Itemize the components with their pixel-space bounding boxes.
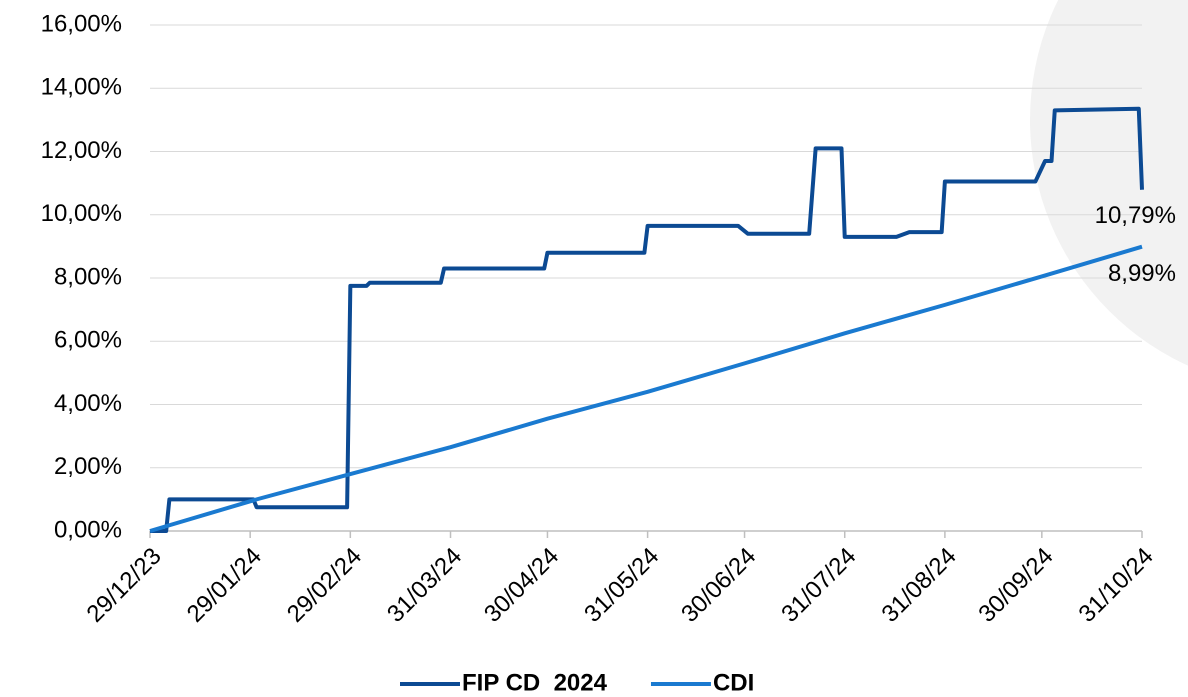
y-tick-label: 14,00% (41, 74, 122, 101)
x-tick-label: 29/02/24 (282, 543, 367, 628)
y-tick-label: 12,00% (41, 137, 122, 164)
series-line (149, 244, 1143, 533)
x-tick-label: 31/07/24 (776, 543, 861, 628)
y-tick-label: 10,00% (41, 200, 122, 227)
legend-label: FIP CD 2024 (462, 669, 608, 696)
x-tick-label: 29/12/23 (82, 543, 167, 628)
legend-label: CDI (713, 669, 754, 696)
series-line (150, 106, 1144, 533)
x-tick-label: 29/01/24 (182, 543, 267, 628)
data-label: 8,99% (1108, 260, 1176, 287)
x-tick-label: 30/06/24 (676, 543, 761, 628)
y-tick-label: 16,00% (41, 10, 122, 37)
x-tick-label: 30/04/24 (479, 543, 564, 628)
x-tick-label: 31/10/24 (1074, 543, 1159, 628)
y-tick-label: 8,00% (54, 263, 122, 290)
y-tick-label: 2,00% (54, 453, 122, 480)
x-tick-label: 31/05/24 (579, 543, 664, 628)
data-label: 10,79% (1095, 202, 1176, 229)
y-tick-label: 6,00% (54, 327, 122, 354)
y-tick-label: 0,00% (54, 516, 122, 543)
y-tick-label: 4,00% (54, 390, 122, 417)
background-shape (1030, 0, 1188, 366)
x-tick-label: 30/09/24 (973, 543, 1058, 628)
x-tick-label: 31/08/24 (876, 543, 961, 628)
x-tick-label: 31/03/24 (382, 543, 467, 628)
